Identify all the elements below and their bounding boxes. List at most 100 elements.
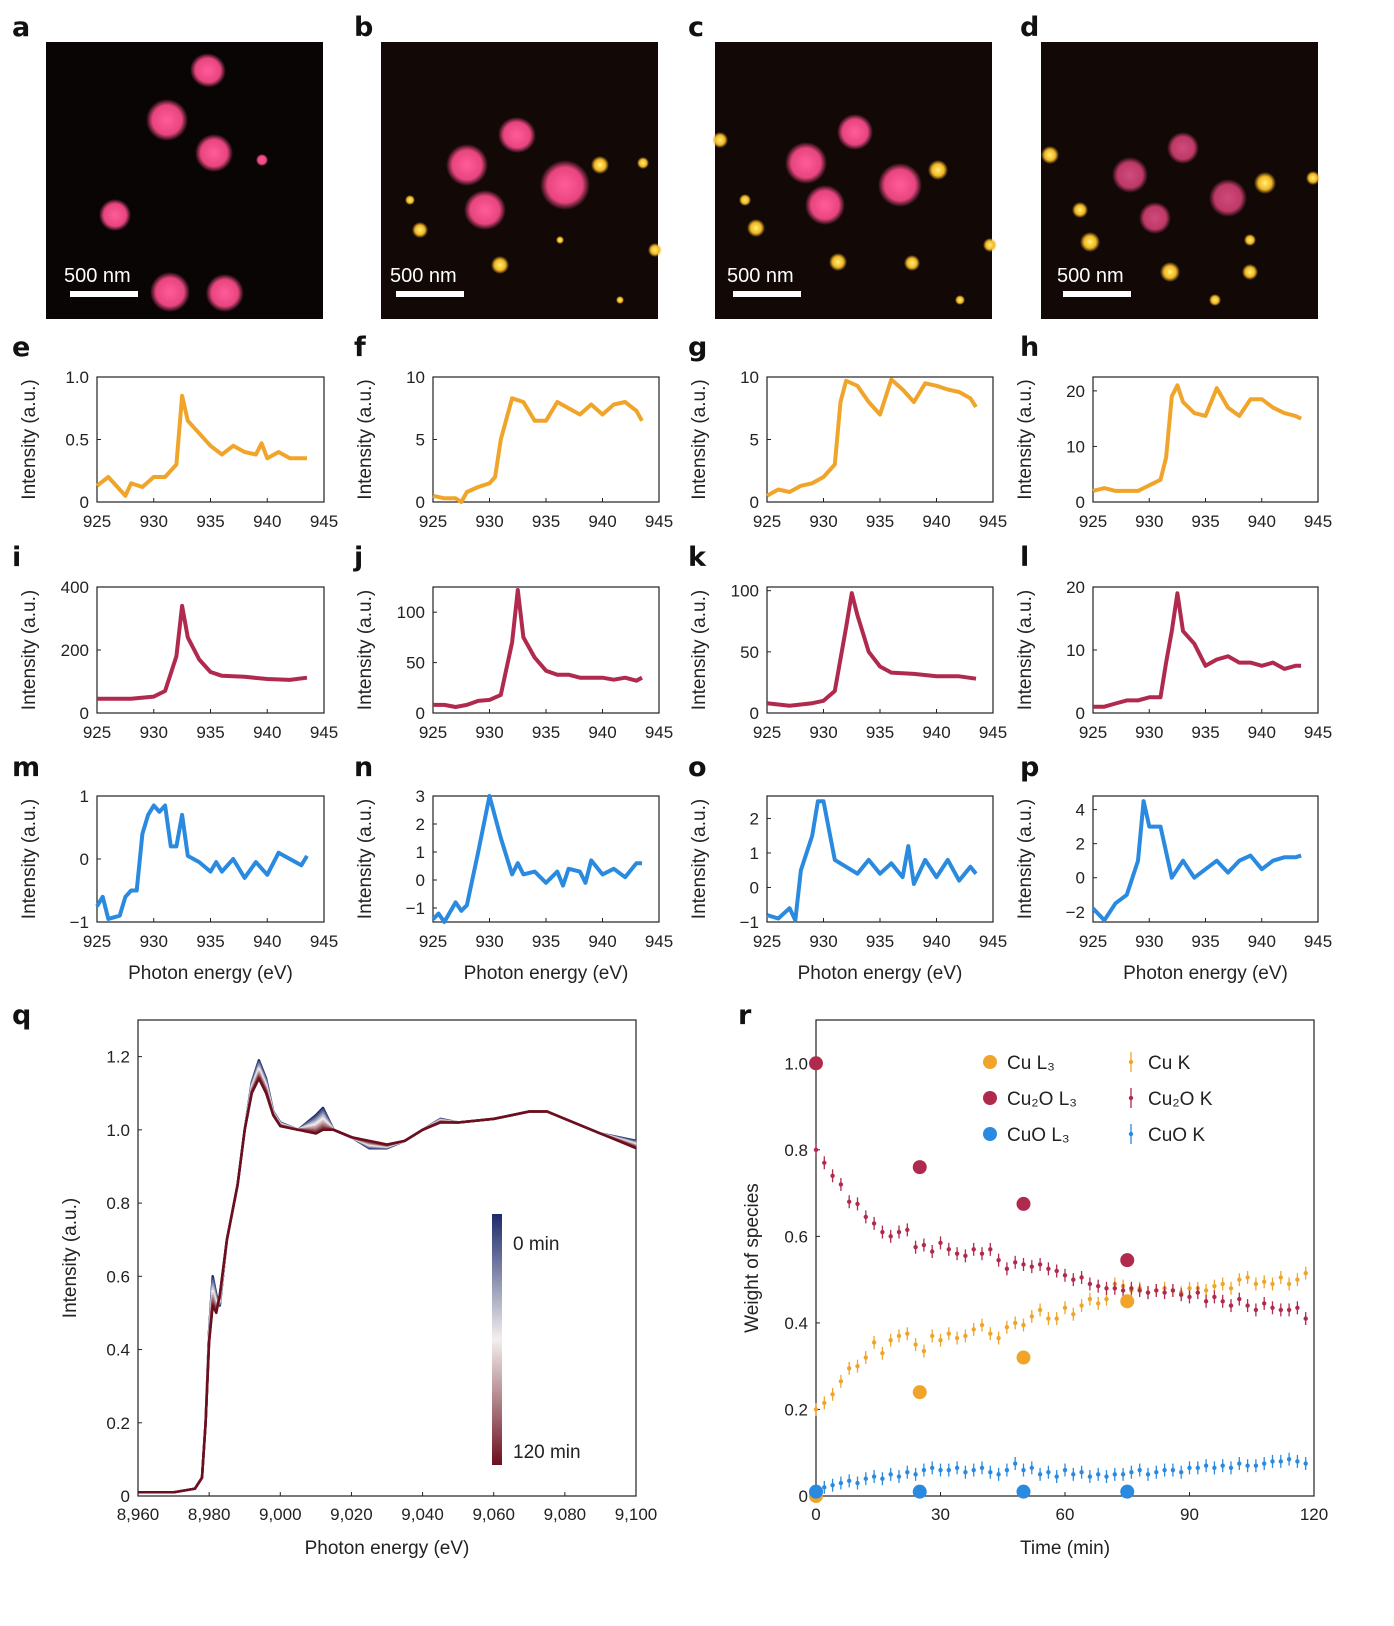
k-edge-point [988, 1247, 993, 1252]
plot-frame [96, 586, 325, 714]
panel-l-chart: 925 930 935 940 945 0 10 20 Intensity (a.u.) [1015, 578, 1332, 742]
y-tick-label: 200 [61, 641, 89, 660]
x-tick-label: 940 [922, 723, 950, 742]
scale-bar-label: 500 nm [390, 265, 457, 287]
y-tick-label: 0 [750, 704, 759, 723]
k-edge-point [1013, 1320, 1018, 1326]
x-tick-label: 9,080 [544, 1505, 587, 1524]
k-edge-point [1004, 1325, 1010, 1330]
legend-dot-icon [983, 1127, 997, 1141]
k-edge-point [938, 1467, 943, 1473]
k-edge-point [1079, 1470, 1084, 1475]
x-tick-label: 940 [922, 512, 950, 531]
x-tick-label: 930 [1135, 512, 1163, 531]
y-tick-label: 0 [1076, 869, 1085, 888]
legend-errorbar-icon [1128, 1095, 1134, 1101]
k-edge-point [979, 1251, 985, 1256]
k-edge-point [1179, 1292, 1184, 1297]
k-edge-point [1004, 1266, 1010, 1272]
panel-letter-k: k [688, 542, 707, 573]
x-tick-label: 925 [1079, 723, 1107, 742]
k-edge-point [930, 1333, 935, 1339]
k-edge-point [979, 1465, 985, 1471]
k-edge-point [838, 1480, 844, 1486]
x-tick-label: 945 [979, 723, 1007, 742]
k-edge-point [1021, 1262, 1026, 1267]
colorbar-top-label: 0 min [513, 1234, 559, 1255]
k-edge-point [1013, 1461, 1018, 1466]
x-tick-label: 935 [866, 723, 894, 742]
panel-j-chart: 925 930 935 940 945 0 50 100 Intensity (a.u.) [355, 586, 673, 742]
legend: Cu L₃ Cu₂O L₃ CuO L₃ Cu K Cu₂O K CuO K [983, 1052, 1213, 1146]
x-tick-label: 9,100 [615, 1505, 658, 1524]
y-tick-label: 0 [1076, 704, 1085, 723]
legend-item: CuO L₃ [983, 1125, 1070, 1146]
k-edge-point [1179, 1470, 1184, 1475]
k-edge-point [905, 1227, 910, 1233]
y-tick-label: 0 [1076, 493, 1085, 512]
y-tick-label: 20 [1066, 578, 1085, 597]
panel-m-chart: 925 930 935 940 945 −1 0 1 Intensity (a.u.) Photo… [19, 787, 338, 984]
k-edge-point [1062, 1305, 1068, 1310]
k-edge-point [905, 1331, 910, 1336]
y-tick-label: 0.4 [784, 1314, 808, 1333]
k-edge-point [1187, 1465, 1192, 1471]
k-edge-point [1029, 1264, 1035, 1269]
panel-letter-h: h [1020, 332, 1039, 363]
k-edge-point [813, 1407, 819, 1412]
scale-bar-c: 500 nm [727, 265, 801, 297]
y-tick-label: 1 [750, 844, 759, 863]
panel-g-chart: 925 930 935 940 945 0 5 10 Intensity (a.u.) [689, 368, 1007, 531]
panel-o-chart: 925 930 935 940 945 −1 0 1 2 Intensity (a.u.) Phot… [689, 795, 1007, 984]
x-tick-label: 945 [1304, 723, 1332, 742]
k-edge-point [822, 1160, 827, 1166]
k-edge-point [930, 1465, 935, 1471]
x-tick-label: 925 [419, 512, 447, 531]
k-edge-point [1004, 1467, 1010, 1473]
y-tick-label: 0.8 [106, 1194, 130, 1213]
x-tick-label: 930 [1135, 723, 1163, 742]
k-edge-point [847, 1199, 852, 1204]
k-edge-point [1295, 1277, 1300, 1282]
x-tick-label: 940 [1248, 512, 1276, 531]
image-a [46, 42, 323, 319]
k-edge-point [1071, 1277, 1076, 1282]
y-axis-label: Intensity (a.u.) [60, 1198, 81, 1318]
x-tick-label: 935 [196, 932, 224, 951]
plot-frame [766, 586, 994, 714]
y-tick-label: 0 [80, 493, 89, 512]
k-edge-point [1253, 1307, 1259, 1313]
k-edge-point [1253, 1463, 1259, 1468]
k-edge-point [1228, 1465, 1234, 1471]
y-tick-label: 0.6 [784, 1227, 808, 1246]
k-edge-point [946, 1467, 951, 1473]
k-edge-point [1054, 1316, 1059, 1321]
x-tick-label: 940 [588, 723, 616, 742]
k-edge-point [1154, 1470, 1159, 1475]
x-tick-label: 930 [140, 932, 168, 951]
scale-bar-d: 500 nm [1057, 265, 1131, 297]
k-edge-point [996, 1257, 1001, 1263]
k-edge-point [1195, 1290, 1201, 1295]
k-edge-point [938, 1240, 943, 1246]
k-edge-point [1278, 1459, 1284, 1464]
x-tick-label: 930 [809, 932, 837, 951]
k-edge-point [1037, 1262, 1043, 1267]
x-tick-label: 945 [310, 723, 338, 742]
y-tick-label: 0 [750, 493, 759, 512]
k-edge-point [855, 1480, 860, 1486]
y-axis-label: Intensity (a.u.) [689, 799, 710, 919]
l3-edge-point [912, 1484, 927, 1499]
spectrum-0-min [138, 1059, 637, 1494]
legend-item: Cu₂O K [1128, 1088, 1213, 1110]
k-edge-point [896, 1474, 902, 1479]
k-edge-point [1046, 1470, 1051, 1475]
y-tick-label: 50 [740, 643, 759, 662]
k-edge-point [1303, 1270, 1308, 1276]
k-edge-point [1278, 1275, 1284, 1280]
x-tick-label: 925 [83, 932, 111, 951]
y-tick-label: 0 [121, 1487, 130, 1506]
k-edge-point [963, 1333, 968, 1339]
spectrum-line [766, 799, 978, 923]
y-tick-label: 5 [416, 431, 425, 450]
